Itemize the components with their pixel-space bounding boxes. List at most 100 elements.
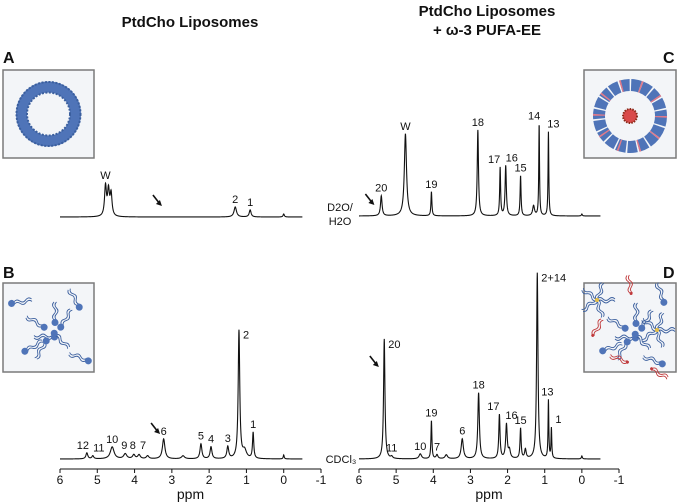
peak-label: 15: [514, 163, 526, 175]
x-tick-label: -1: [614, 473, 625, 487]
peak-label: 4: [208, 434, 214, 446]
lipid-molecule: [21, 339, 44, 355]
lipid-molecule: [57, 308, 73, 331]
peak-label: 7: [434, 441, 440, 453]
lipid-molecule: [654, 282, 668, 306]
solvent-label-d2o: D2O/: [327, 202, 354, 214]
peak-label: 18: [472, 117, 484, 129]
x-tick-label: 3: [169, 473, 176, 487]
peak-label: 11: [386, 443, 397, 455]
arrow-icon: [152, 194, 162, 206]
lipid-molecule: [34, 337, 50, 360]
x-tick-label: 2: [504, 473, 511, 487]
arrow-icon: [369, 355, 379, 367]
spectrum-trace: [359, 272, 601, 460]
lipid-molecule: [68, 352, 92, 365]
peak-label: 13: [541, 386, 553, 398]
panel-letter-c: C: [663, 50, 675, 67]
peak-label: 12: [77, 440, 89, 452]
peak-label: 1: [555, 414, 561, 426]
peak-label: 18: [472, 380, 484, 392]
lipid-molecule: [632, 302, 640, 327]
spectrum-trace: [60, 329, 303, 460]
solvent-label-cdcl3: CDCl₃: [326, 454, 357, 466]
lipid-molecule: [650, 367, 669, 380]
peak-label: 6: [161, 426, 167, 438]
x-axis: 6 5 4 3 2 1 0 -1 ppm: [356, 468, 625, 502]
peak-label: 8: [130, 440, 136, 452]
spectrum-trace: [359, 125, 601, 217]
peak-label: 17: [488, 154, 500, 166]
peak-label: 20: [388, 339, 400, 351]
lipid-molecule: [591, 318, 604, 337]
arrow-icon: [364, 193, 375, 205]
peak-label: 16: [506, 152, 518, 164]
lipid-molecule: [631, 330, 651, 350]
peak-label: 3: [225, 433, 231, 445]
lipid-molecule: [615, 338, 631, 361]
left-column-title: PtdCho Liposomes: [122, 14, 259, 31]
liposome-schematic-a: [2, 69, 95, 159]
peak-label: 7: [140, 440, 146, 452]
peak-label: 17: [487, 401, 499, 413]
peak-label: 1: [250, 419, 256, 431]
peak-label: 2: [232, 194, 238, 206]
peak-label: 19: [425, 408, 437, 420]
micelle-schematic-b: [2, 282, 95, 373]
lipid-molecule: [25, 315, 48, 331]
x-tick-label: 0: [280, 473, 287, 487]
x-tick-label: 2: [206, 473, 213, 487]
x-tick-label: 4: [131, 473, 138, 487]
peak-label: 14: [528, 110, 540, 122]
peak-label: 5: [198, 431, 204, 443]
arrow-icon: [150, 422, 161, 434]
lipid-molecule: [51, 301, 59, 326]
peak-label: 15: [514, 415, 526, 427]
peak-label: W: [100, 170, 111, 182]
x-tick-label: 6: [57, 473, 64, 487]
peak-label: 20: [375, 183, 387, 195]
right-column-title-line2: + ω-3 PUFA-EE: [433, 22, 541, 39]
spectrum-trace: [60, 181, 303, 218]
lipid-molecule: [50, 329, 70, 349]
lipid-molecule: [8, 297, 33, 307]
x-tick-label: 6: [356, 473, 363, 487]
lipid-molecule: [642, 355, 666, 368]
x-tick-label: 5: [94, 473, 101, 487]
peak-label: 6: [459, 426, 465, 438]
x-axis-title: ppm: [475, 486, 502, 502]
peak-label: 11: [93, 443, 104, 455]
lipid-molecule: [625, 274, 633, 295]
peak-label: 13: [547, 119, 559, 131]
lipid-molecule: [67, 288, 83, 311]
x-tick-label: 1: [243, 473, 250, 487]
x-axis: 6 5 4 3 2 1 0 -1 ppm: [57, 468, 327, 502]
lipid-molecule: [606, 316, 629, 332]
lipid-molecule: [599, 341, 623, 355]
peak-label: 9: [121, 440, 127, 452]
panel-letter-d: D: [663, 265, 675, 282]
solvent-label-h2o: H2O: [329, 216, 352, 228]
panel-letter-b: B: [3, 265, 15, 282]
x-tick-label: 5: [393, 473, 400, 487]
x-tick-label: 1: [541, 473, 548, 487]
x-tick-label: 4: [430, 473, 437, 487]
peak-label: 1: [247, 197, 253, 209]
x-tick-label: 3: [467, 473, 474, 487]
peak-label: 2+14: [541, 273, 566, 285]
peak-label: 19: [425, 179, 437, 191]
peak-label: W: [400, 121, 411, 133]
panel-letter-a: A: [3, 50, 15, 67]
x-axis-title: ppm: [177, 486, 204, 502]
lipid-molecule: [609, 354, 629, 364]
micelle-pufa-schematic-d: [581, 274, 677, 380]
right-column-title-line1: PtdCho Liposomes: [419, 3, 556, 20]
peak-label: 16: [505, 410, 517, 422]
peak-label: 10: [106, 434, 118, 446]
x-tick-label: 0: [579, 473, 586, 487]
x-tick-label: -1: [316, 473, 327, 487]
liposome-pufa-schematic-c: [583, 69, 677, 159]
